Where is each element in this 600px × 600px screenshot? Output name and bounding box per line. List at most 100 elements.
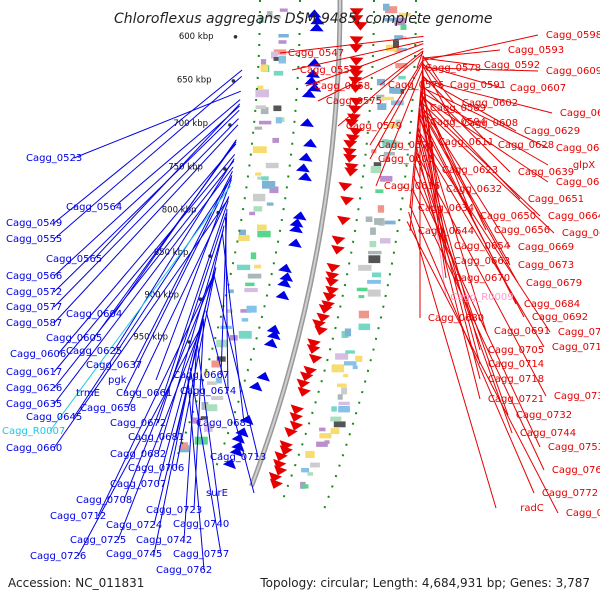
leader-line: [420, 96, 549, 183]
leader-line: [419, 106, 447, 298]
leader-line: [183, 345, 198, 541]
forward-gene-arrow: [344, 118, 359, 128]
leader-line: [379, 50, 424, 86]
gene-label: Cagg_0605: [46, 333, 102, 344]
gene-label: Cagg_0656: [494, 225, 550, 236]
leader-line: [420, 91, 549, 166]
leader-line: [411, 187, 545, 471]
cog-block-inner: [240, 309, 251, 313]
gene-label: Cagg_0625: [66, 346, 122, 357]
cog-block-inner: [265, 162, 279, 169]
cog-block-outer: [400, 24, 407, 30]
forward-gene-arrow: [349, 69, 364, 79]
cog-block-outer: [330, 428, 340, 434]
gene-label: Cagg_0753: [548, 442, 600, 453]
gene-label: Cagg_0692: [532, 312, 588, 323]
reverse-gene-arrow: [303, 138, 317, 148]
gene-label: Cagg_0726: [30, 551, 86, 562]
cog-block-inner: [238, 330, 252, 339]
leader-line: [418, 115, 487, 332]
forward-gene-arrow: [297, 386, 311, 397]
forward-gene-arrow: [349, 8, 364, 17]
reverse-gene-arrow: [289, 224, 303, 234]
reverse-gene-arrow: [277, 278, 291, 288]
kbp-tick-label: 900 kbp: [144, 291, 179, 301]
cog-block-outer: [333, 421, 346, 428]
gene-label: Cagg_0594: [430, 117, 486, 128]
cog-block-inner: [228, 289, 234, 294]
reverse-gene-arrow: [295, 163, 310, 173]
cog-block-inner: [272, 137, 279, 143]
leader-line: [53, 154, 236, 373]
leader-line: [222, 233, 245, 424]
gene-label: Cagg_0650: [480, 211, 536, 222]
gene-label: Cagg_0715: [552, 342, 600, 353]
leader-line: [157, 269, 216, 485]
gene-label: Cagg_0680: [428, 313, 484, 324]
leader-line: [279, 35, 424, 54]
cog-block-outer: [396, 47, 407, 51]
gene-label: Cagg_0641: [556, 143, 600, 154]
leader-line: [196, 343, 222, 525]
gene-label: Cagg_0725: [70, 535, 126, 546]
cog-block-inner: [207, 381, 217, 385]
cog-block-outer: [368, 255, 381, 264]
cog-block-inner: [278, 34, 289, 38]
cog-block-outer: [388, 123, 399, 128]
cog-block-inner: [262, 181, 276, 189]
cog-block-inner: [253, 206, 263, 212]
cog-block-inner: [273, 57, 279, 61]
forward-gene-arrow: [326, 262, 341, 273]
gene-label: Cagg_0555: [6, 234, 62, 245]
forward-gene-arrow: [290, 404, 304, 415]
reverse-gene-arrow: [307, 9, 322, 18]
reverse-gene-arrow: [235, 427, 249, 438]
gene-label: Cagg_0757: [173, 549, 229, 560]
cog-block-inner: [200, 416, 208, 420]
cog-block-outer: [345, 350, 355, 354]
cog-block-outer: [383, 3, 390, 11]
reverse-gene-arrow: [288, 238, 302, 248]
gene-label: Cagg_0681: [128, 432, 184, 443]
kbp-tick-label: 650 kbp: [177, 76, 212, 86]
cog-block-inner: [247, 273, 262, 279]
cog-block-outer: [316, 441, 328, 447]
reverse-gene-arrow: [275, 290, 290, 301]
cog-block-inner: [238, 234, 250, 241]
cog-block-outer: [344, 328, 352, 337]
gene-label: Cagg_0664: [548, 211, 600, 222]
cog-block-outer: [358, 323, 371, 331]
gene-label: Cagg_0591: [450, 80, 506, 91]
leader-line: [422, 49, 501, 59]
gene-label: Cagg_0566: [6, 271, 62, 282]
reverse-gene-arrow: [298, 152, 313, 162]
cog-block-inner: [203, 371, 211, 376]
leader-line: [117, 322, 204, 541]
cog-block-inner: [236, 264, 251, 271]
forward-gene-arrow: [348, 65, 363, 74]
cog-block-outer: [358, 310, 369, 319]
cog-block-inner: [261, 176, 269, 181]
accession-text: Accession: NC_011831: [8, 576, 144, 590]
gene-label: Cagg_0579: [346, 121, 402, 132]
gene-label: Cagg_0635: [6, 399, 62, 410]
kbp-tick-label: 700 kbp: [173, 119, 208, 129]
gene-label: Cagg_0682: [110, 449, 166, 460]
leader-line: [57, 143, 237, 355]
gene-label: Cagg_0599: [378, 140, 434, 151]
cog-block-outer: [391, 100, 404, 106]
leader-line: [422, 62, 455, 104]
gene-label: Cagg_0523: [26, 153, 82, 164]
cog-block-outer: [310, 462, 320, 468]
cog-block-inner: [220, 325, 232, 329]
forward-gene-arrow: [348, 76, 363, 86]
gene-label: Cagg_0628: [498, 140, 554, 151]
gene-label: Cagg_0663: [454, 256, 510, 267]
cog-block-inner: [257, 176, 265, 180]
reverse-gene-arrow: [229, 447, 243, 458]
gene-label: Cagg_R0009: [450, 292, 513, 303]
cog-block-inner: [266, 202, 274, 206]
gene-label: Cagg_0644: [418, 226, 474, 237]
leader-line: [53, 118, 239, 308]
cog-block-inner: [254, 126, 263, 130]
